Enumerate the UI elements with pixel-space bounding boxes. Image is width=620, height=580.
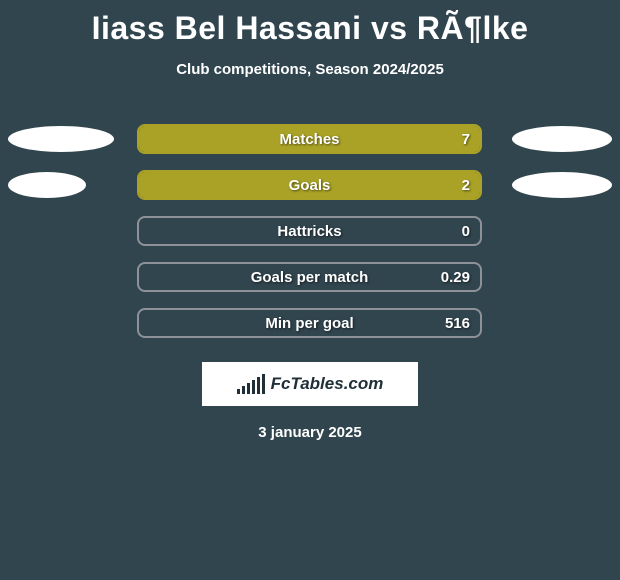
stat-value: 7 — [462, 131, 470, 148]
stat-value: 0.29 — [441, 269, 470, 286]
fctables-logo: FcTables.com — [202, 362, 418, 406]
stat-bar: Goals 2 — [137, 170, 482, 200]
player-left-oval — [8, 126, 114, 152]
stat-label: Min per goal — [265, 315, 353, 332]
stat-value: 0 — [462, 223, 470, 240]
stat-bar: Matches 7 — [137, 124, 482, 154]
stat-value: 516 — [445, 315, 470, 332]
stat-value: 2 — [462, 177, 470, 194]
stat-label: Hattricks — [277, 223, 341, 240]
player-right-oval — [512, 126, 612, 152]
player-left-oval — [8, 172, 86, 198]
stat-bar: Hattricks 0 — [137, 216, 482, 246]
stat-label: Goals — [289, 177, 331, 194]
logo-bars-icon — [237, 374, 265, 394]
stat-row: Goals per match 0.29 — [0, 254, 620, 300]
stat-label: Goals per match — [251, 269, 369, 286]
stat-bar: Min per goal 516 — [137, 308, 482, 338]
stat-label: Matches — [279, 131, 339, 148]
stat-row: Min per goal 516 — [0, 300, 620, 346]
stat-bar: Goals per match 0.29 — [137, 262, 482, 292]
page-title: Iiass Bel Hassani vs RÃ¶lke — [92, 10, 529, 47]
comparison-chart: Matches 7 Goals 2 Hattricks 0 Goals per match 0… — [0, 116, 620, 346]
logo-text: FcTables.com — [271, 374, 384, 394]
subtitle: Club competitions, Season 2024/2025 — [176, 61, 444, 78]
stat-row: Matches 7 — [0, 116, 620, 162]
stat-row: Goals 2 — [0, 162, 620, 208]
player-right-oval — [512, 172, 612, 198]
stat-row: Hattricks 0 — [0, 208, 620, 254]
date-label: 3 january 2025 — [258, 424, 361, 441]
